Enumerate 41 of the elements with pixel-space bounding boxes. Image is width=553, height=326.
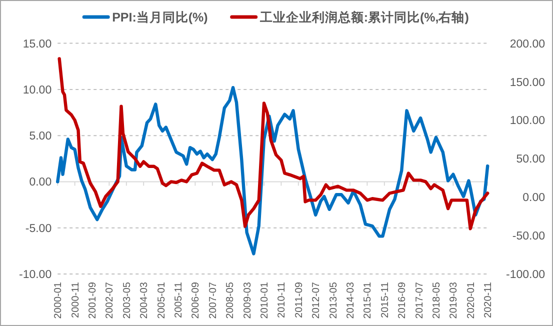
- x-tick-label: 2010-01: [260, 282, 270, 319]
- x-tick-label: 2006-09: [190, 282, 202, 319]
- y-tick-label: 0.00: [29, 176, 52, 189]
- x-tick-label: 2000-01: [53, 282, 64, 319]
- x-tick-label: 2016-09: [397, 282, 408, 319]
- y2-tick-label: 0.00: [522, 192, 545, 204]
- y2-tick-label: 200.00: [510, 38, 545, 50]
- x-tick-label: 2018-05: [432, 282, 442, 319]
- y2-tick-label: -50.00: [512, 230, 545, 243]
- x-tick-label: 2014-03: [346, 282, 356, 319]
- y2-tick-label: 100.00: [510, 115, 545, 128]
- x-tick-label: 2001-09: [88, 282, 98, 319]
- x-tick-label: 2020-01: [466, 282, 477, 319]
- y-tick-label: -10.00: [18, 269, 52, 281]
- y2-tick-label: -100.00: [506, 269, 545, 281]
- x-tick-label: 2012-07: [311, 282, 322, 319]
- x-tick-label: 2005-01: [156, 282, 168, 319]
- x-tick-label: 2008-05: [225, 282, 236, 319]
- x-tick-label: 2019-03: [448, 282, 460, 319]
- x-tick-label: 2020-11: [483, 282, 494, 318]
- legend-label: PPI:当月同比(%): [112, 10, 208, 24]
- x-tick-label: 2017-07: [414, 282, 426, 319]
- x-tick-label: 2004-03: [139, 282, 150, 319]
- y-tick-label: 10.00: [22, 84, 52, 96]
- y-tick-label: 5.00: [29, 130, 52, 143]
- y2-tick-label: 50.00: [516, 154, 545, 166]
- x-tick-label: 2000-11: [70, 282, 82, 318]
- x-tick-label: 2007-07: [208, 282, 219, 319]
- x-tick-label: 2015-01: [362, 282, 374, 319]
- x-tick-label: 2002-07: [104, 282, 116, 319]
- y-tick-label: 15.00: [22, 38, 52, 50]
- x-tick-label: 2005-11: [174, 282, 184, 318]
- x-tick-label: 2013-05: [328, 282, 340, 319]
- y2-tick-label: 150.00: [510, 76, 545, 89]
- y-tick-label: -5.00: [25, 222, 52, 235]
- x-tick-label: 2015-11: [380, 282, 391, 318]
- x-tick-label: 2009-03: [242, 282, 254, 319]
- legend-label: 工业企业利润总额:累计同比(%,右轴): [258, 10, 469, 24]
- x-tick-label: 2011-09: [294, 282, 305, 318]
- x-tick-label: 2003-05: [122, 282, 133, 319]
- x-tick-label: 2010-11: [276, 282, 288, 318]
